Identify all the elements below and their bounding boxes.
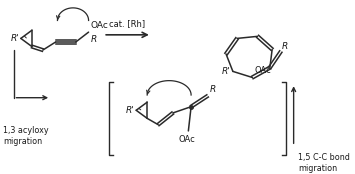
Text: cat. [Rh]: cat. [Rh]: [109, 19, 146, 29]
Text: R: R: [282, 42, 288, 51]
Text: R: R: [91, 35, 97, 44]
Text: OAc: OAc: [178, 135, 195, 144]
Text: R': R': [222, 67, 230, 76]
Text: 1,3 acyloxy
migration: 1,3 acyloxy migration: [4, 126, 49, 146]
Text: 1,5 C-C bond
migration: 1,5 C-C bond migration: [298, 153, 350, 173]
Text: R: R: [209, 85, 216, 94]
Text: OAc: OAc: [254, 66, 271, 75]
Text: R': R': [126, 106, 134, 115]
Text: OAc: OAc: [91, 21, 108, 30]
Text: R': R': [10, 34, 19, 43]
